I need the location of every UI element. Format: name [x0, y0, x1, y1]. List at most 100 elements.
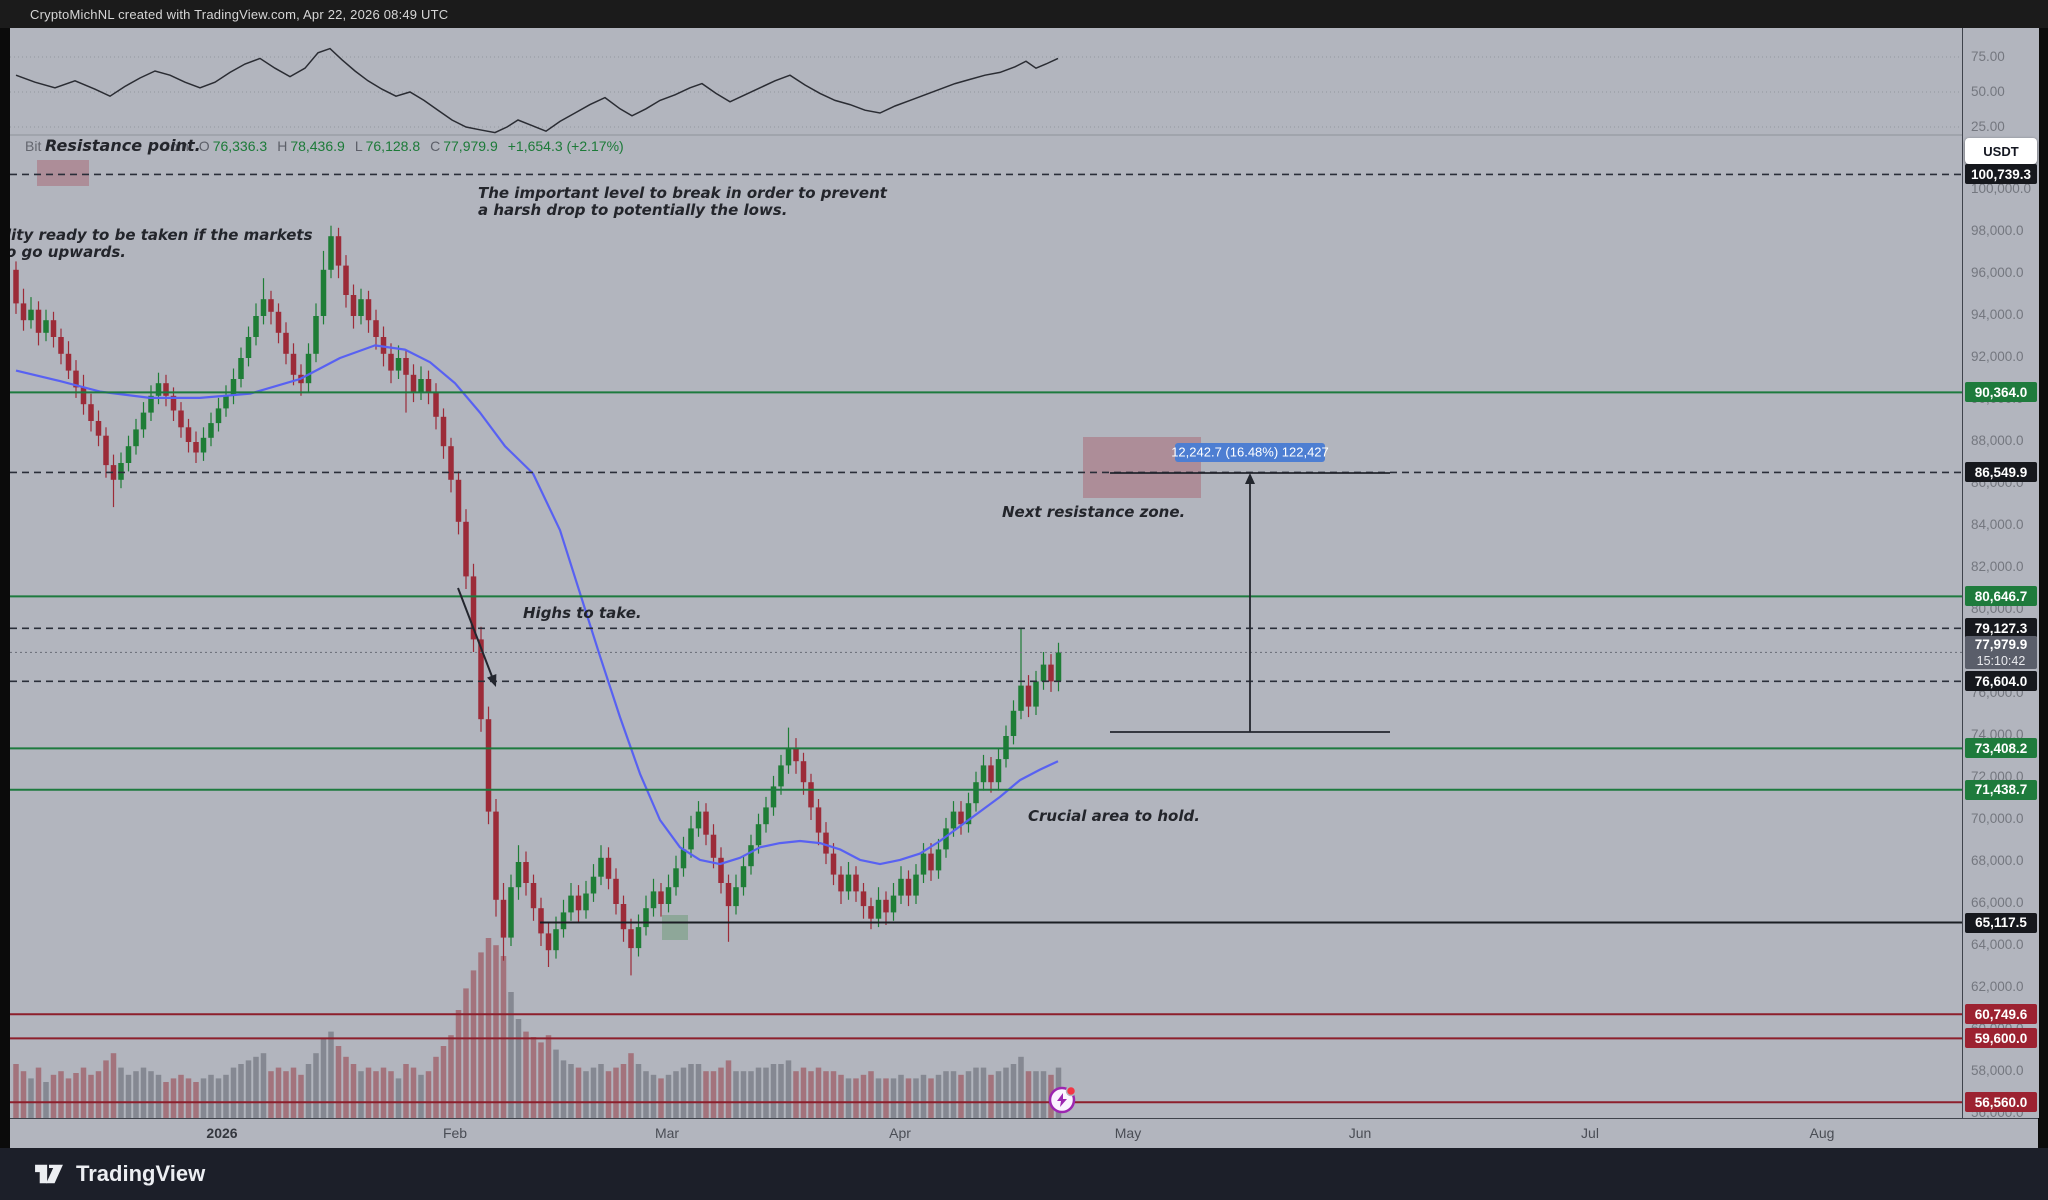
- volume-bar: [1040, 1071, 1047, 1118]
- volume-bar: [605, 1071, 612, 1118]
- time-axis[interactable]: 2026 Feb Mar Apr May Jun Jul Aug: [10, 1118, 2038, 1149]
- chart-canvas[interactable]: 12,242.7 (16.48%) 122,427: [10, 28, 1962, 1118]
- annotation-important-level-line1: The important level to break in order to…: [478, 184, 887, 202]
- candle-body: [545, 933, 552, 951]
- price-axis[interactable]: USDT 100,000.0 98,000.0 96,000.0 94,000.0 92…: [1962, 28, 2039, 1120]
- currency-toggle-button[interactable]: USDT: [1965, 138, 2037, 164]
- candle-body: [335, 236, 342, 266]
- candle-body: [500, 899, 507, 938]
- price-tick-label: 68,000.0: [1971, 853, 2024, 868]
- tradingview-brand-text[interactable]: TradingView: [76, 1161, 206, 1186]
- volume-bar: [1003, 1067, 1009, 1118]
- volume-bar: [223, 1074, 229, 1118]
- candle-body: [763, 807, 769, 825]
- high-label: H: [277, 138, 288, 154]
- candle-body: [485, 719, 492, 812]
- candle-body: [1033, 681, 1039, 707]
- candle-body: [13, 269, 19, 304]
- volume-bar: [1025, 1071, 1032, 1118]
- candle-body: [20, 303, 27, 321]
- volume-bar: [628, 1053, 634, 1118]
- candle-body: [403, 358, 409, 375]
- volume-bar: [860, 1074, 867, 1118]
- annotation-next-resistance-zone[interactable]: Next resistance zone.: [1002, 503, 1186, 521]
- volume-bar: [88, 1074, 94, 1118]
- annotation-crucial-area[interactable]: Crucial area to hold.: [1028, 807, 1200, 825]
- volume-bar: [538, 1042, 544, 1118]
- footer-bar: TradingView: [0, 1148, 2048, 1200]
- annotation-important-level[interactable]: The important level to break in order to…: [478, 185, 887, 219]
- candle-body: [635, 927, 642, 949]
- volume-bar: [680, 1067, 687, 1118]
- candle-body: [1055, 652, 1062, 682]
- price-tick-label: 62,000.0: [1971, 979, 2024, 994]
- volume-bar: [313, 1053, 319, 1118]
- measure-label-text: 12,242.7 (16.48%) 122,427: [1171, 445, 1329, 460]
- volume-bar: [403, 1064, 409, 1118]
- candle-body: [170, 395, 177, 411]
- volume-bar: [470, 970, 477, 1118]
- candle-body: [245, 337, 252, 358]
- volume-bar: [673, 1071, 679, 1118]
- volume-bar: [50, 1074, 57, 1118]
- volume-bar: [395, 1078, 402, 1118]
- volume-bar: [703, 1071, 709, 1118]
- candle-body: [193, 442, 199, 453]
- candle-body: [950, 811, 957, 829]
- candle-body: [800, 761, 807, 783]
- candle-body: [560, 912, 567, 930]
- candle-body: [875, 899, 882, 919]
- candle-body: [395, 358, 402, 371]
- tradingview-logo-icon[interactable]: [34, 1161, 64, 1187]
- candle-body: [358, 299, 364, 316]
- volume-bar: [1033, 1071, 1039, 1118]
- candle-body: [223, 395, 229, 409]
- candle-body: [328, 236, 334, 270]
- candle-body: [658, 891, 664, 904]
- volume-bar: [298, 1074, 304, 1118]
- annotation-highs-to-take[interactable]: Highs to take.: [523, 604, 642, 622]
- candle-body: [215, 408, 222, 424]
- volume-bar: [710, 1071, 717, 1118]
- candle-body: [1025, 685, 1032, 707]
- close-value: 77,979.9: [443, 138, 498, 154]
- price-level-badge: 65,117.5: [1965, 912, 2037, 933]
- volume-bar: [208, 1074, 214, 1118]
- price-level-badge: 60,749.6: [1965, 1004, 2037, 1025]
- volume-bar: [733, 1071, 739, 1118]
- annotation-liquidity[interactable]: lity ready to be taken if the markets o …: [10, 227, 313, 261]
- candle-body: [823, 832, 829, 854]
- candle-body: [260, 299, 267, 316]
- candle-body: [523, 862, 529, 883]
- volume-bar: [643, 1071, 649, 1118]
- candle-body: [230, 379, 237, 396]
- volume-bar: [883, 1078, 889, 1118]
- volume-bar: [73, 1073, 79, 1118]
- candle-body: [208, 423, 214, 438]
- annotation-liquidity-line1: lity ready to be taken if the markets: [10, 226, 313, 244]
- volume-bar: [335, 1046, 342, 1118]
- candle-body: [350, 295, 357, 316]
- volume-bar: [980, 1067, 987, 1118]
- candle-body: [740, 866, 747, 888]
- candle-body: [455, 479, 462, 522]
- candle-body: [28, 309, 34, 321]
- candle-body: [290, 353, 297, 375]
- candle-body: [905, 878, 912, 896]
- candle-body: [238, 358, 244, 379]
- candle-body: [283, 332, 289, 354]
- candle-body: [650, 891, 657, 909]
- candle-body: [425, 379, 432, 392]
- volume-bar: [508, 992, 514, 1118]
- volume-bar: [448, 1035, 454, 1118]
- volume-bar: [725, 1060, 732, 1118]
- candle-body: [95, 421, 102, 436]
- candle-body: [58, 337, 64, 354]
- candle-body: [1048, 664, 1054, 682]
- annotation-resistance-point[interactable]: Resistance point.: [45, 136, 201, 155]
- volume-bar: [13, 1064, 19, 1118]
- volume-bar: [688, 1064, 694, 1118]
- chart-plot-area[interactable]: 12,242.7 (16.48%) 122,427 Bit Coin O 76,3…: [10, 28, 1962, 1118]
- symbol-name-fragment-left: Bit: [25, 138, 42, 154]
- candle-body: [628, 929, 634, 949]
